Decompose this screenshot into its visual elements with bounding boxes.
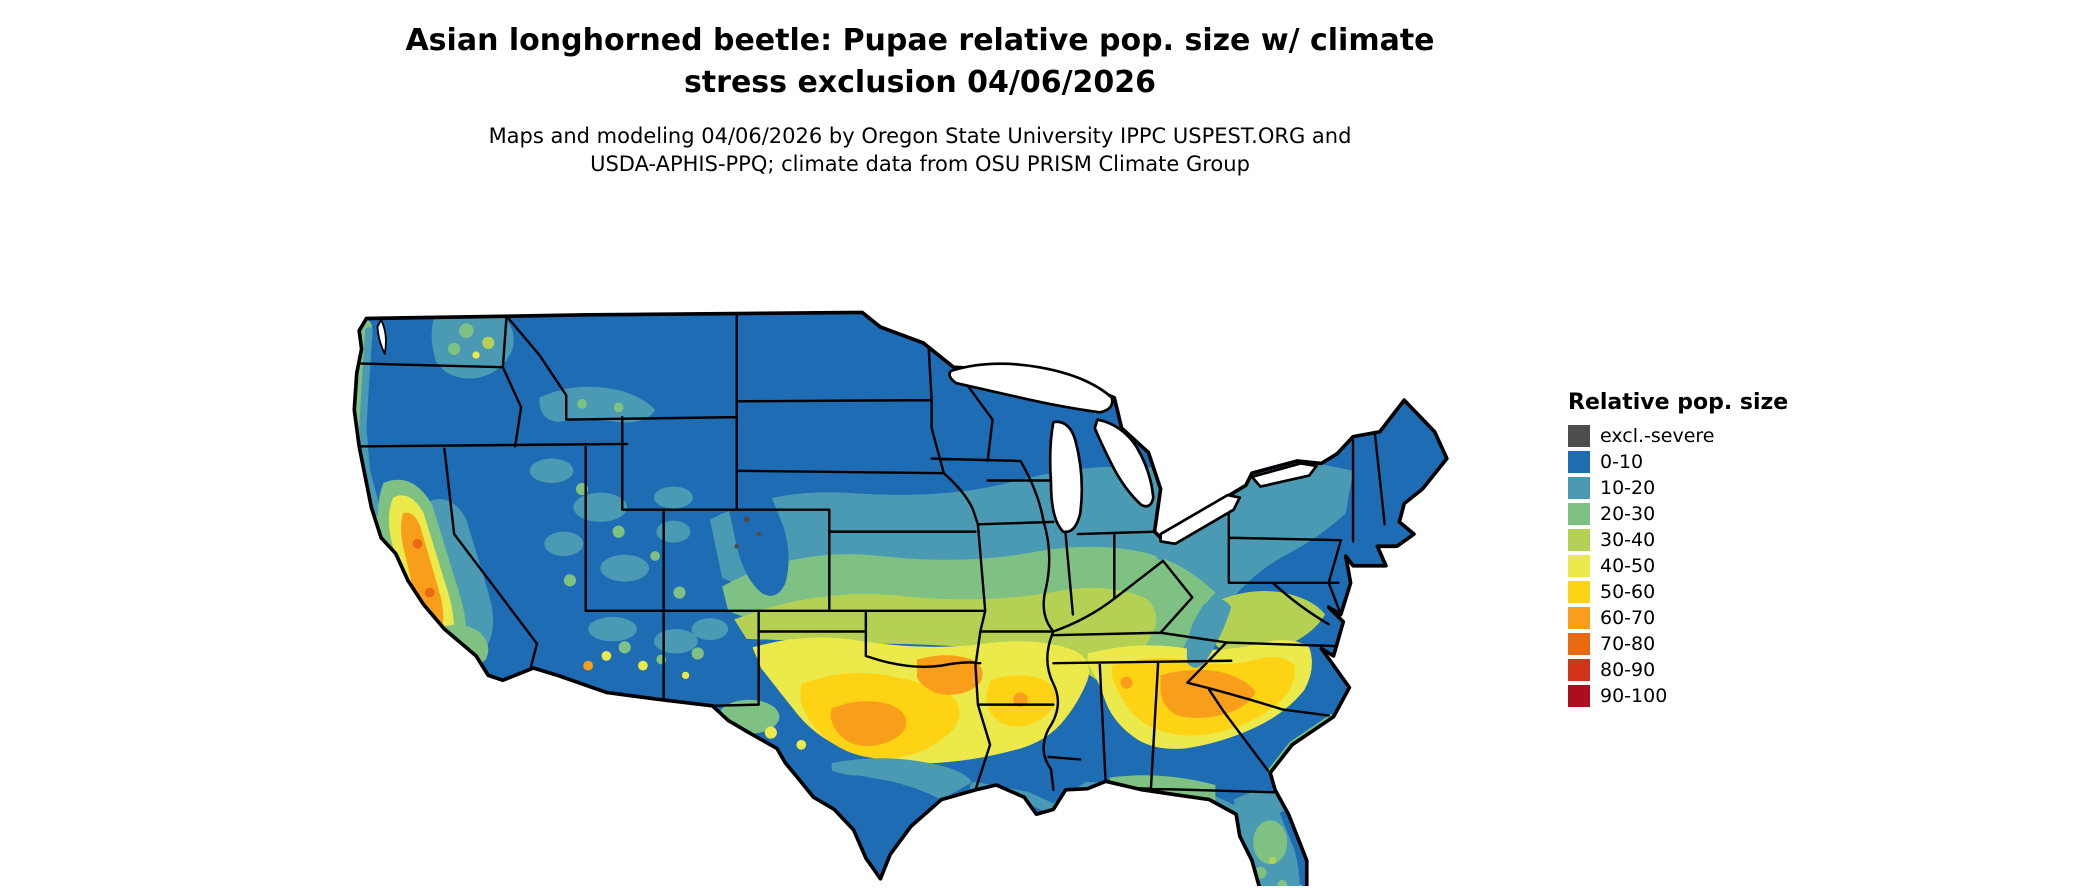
lake-huron bbox=[1093, 418, 1155, 508]
title-line-2: stress exclusion 04/06/2026 bbox=[683, 65, 1157, 100]
legend-item: 80-90 bbox=[1568, 659, 1788, 681]
map-raster-layers bbox=[354, 312, 1447, 892]
legend-item: 60-70 bbox=[1568, 607, 1788, 629]
map-title: Asian longhorned beetle: Pupae relative … bbox=[300, 20, 1540, 104]
legend-item-label: 10-20 bbox=[1600, 477, 1656, 499]
legend-swatch bbox=[1568, 607, 1590, 629]
legend-swatch bbox=[1568, 451, 1590, 473]
legend-items: excl.-severe 0-10 10-20 20-30 30-40 40-50 50-6… bbox=[1568, 425, 1788, 707]
legend-swatch bbox=[1568, 685, 1590, 707]
legend-item: 50-60 bbox=[1568, 581, 1788, 603]
legend-item: 40-50 bbox=[1568, 555, 1788, 577]
legend-item-label: 0-10 bbox=[1600, 451, 1644, 473]
legend-item: 10-20 bbox=[1568, 477, 1788, 499]
lake-erie bbox=[1159, 493, 1242, 546]
legend-item: 0-10 bbox=[1568, 451, 1788, 473]
legend-item-label: 80-90 bbox=[1600, 659, 1656, 681]
legend-title: Relative pop. size bbox=[1568, 390, 1789, 415]
legend-item: 30-40 bbox=[1568, 529, 1788, 551]
subtitle-line-1: Maps and modeling 04/06/2026 by Oregon S… bbox=[488, 124, 1352, 148]
legend-item: 20-30 bbox=[1568, 503, 1788, 525]
legend-swatch bbox=[1568, 477, 1590, 499]
legend-swatch bbox=[1568, 659, 1590, 681]
puget-sound bbox=[376, 318, 387, 355]
legend-item-label: 30-40 bbox=[1600, 529, 1656, 551]
legend-item-label: 90-100 bbox=[1600, 685, 1668, 707]
legend-item-label: 50-60 bbox=[1600, 581, 1656, 603]
lake-ontario bbox=[1250, 462, 1318, 488]
lake-superior bbox=[948, 362, 1114, 414]
legend-item-label: 40-50 bbox=[1600, 555, 1656, 577]
great-lakes bbox=[376, 318, 1318, 546]
legend-item-label: excl.-severe bbox=[1600, 425, 1715, 447]
legend-swatch bbox=[1568, 633, 1590, 655]
lake-michigan bbox=[1048, 420, 1084, 534]
legend-item-label: 60-70 bbox=[1600, 607, 1656, 629]
band-30-40 bbox=[734, 587, 1157, 686]
map-subtitle: Maps and modeling 04/06/2026 by Oregon S… bbox=[300, 122, 1540, 179]
legend-item: excl.-severe bbox=[1568, 425, 1788, 447]
title-line-1: Asian longhorned beetle: Pupae relative … bbox=[405, 23, 1435, 58]
legend-swatch bbox=[1568, 503, 1590, 525]
legend-item-label: 70-80 bbox=[1600, 633, 1656, 655]
legend-swatch bbox=[1568, 529, 1590, 551]
legend-swatch bbox=[1568, 555, 1590, 577]
legend-swatch bbox=[1568, 581, 1590, 603]
legend-item-label: 20-30 bbox=[1600, 503, 1656, 525]
legend: Relative pop. size excl.-severe 0-10 10-20… bbox=[1568, 390, 1788, 711]
us-map-svg bbox=[352, 310, 1449, 892]
legend-item: 70-80 bbox=[1568, 633, 1788, 655]
subtitle-line-2: USDA-APHIS-PPQ; climate data from OSU PR… bbox=[590, 152, 1250, 177]
legend-swatch bbox=[1568, 425, 1590, 447]
us-map bbox=[308, 226, 1526, 892]
national-outline bbox=[352, 310, 1449, 892]
state-borders bbox=[357, 312, 1386, 794]
legend-item: 90-100 bbox=[1568, 685, 1788, 707]
